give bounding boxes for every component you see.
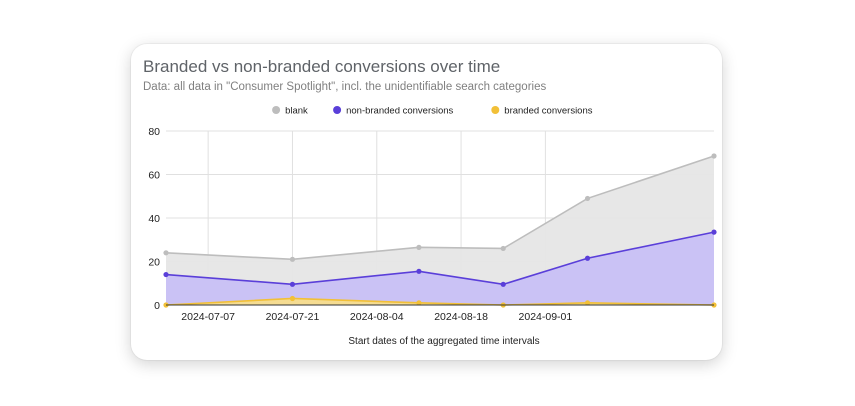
y-tick-label: 40	[148, 213, 160, 225]
x-tick-label: 2024-07-07	[181, 311, 235, 323]
legend-label: non-branded conversions	[346, 106, 453, 117]
legend-marker	[272, 106, 281, 114]
legend-marker	[491, 106, 500, 114]
data-point	[584, 255, 591, 261]
data-point	[163, 271, 169, 278]
data-point	[416, 300, 422, 306]
data-point	[289, 281, 296, 287]
series-area-1	[166, 232, 714, 305]
x-tick-label: 2024-08-18	[434, 311, 488, 323]
data-point	[711, 229, 717, 235]
legend-label: blank	[285, 106, 308, 117]
data-point	[289, 295, 296, 302]
x-axis-title: Start dates of the aggregated time inter…	[348, 336, 539, 347]
series-line-2	[165, 297, 715, 306]
y-tick-label: 20	[148, 257, 160, 269]
chart-subtitle: Data: all data in "Consumer Spotlight", …	[143, 81, 547, 93]
legend-marker	[333, 106, 342, 114]
x-tick-label: 2024-07-21	[266, 311, 320, 323]
data-point	[500, 245, 506, 252]
series-line-0	[165, 155, 715, 261]
data-point	[416, 268, 422, 274]
data-point	[500, 281, 506, 287]
series-line-1	[165, 231, 715, 286]
y-tick-label: 60	[148, 170, 160, 182]
y-tick-label: 80	[148, 126, 160, 138]
data-point	[584, 300, 591, 306]
x-tick-label: 2024-08-04	[350, 311, 404, 323]
x-tick-label: 2024-09-01	[519, 311, 573, 323]
data-point	[416, 244, 422, 250]
y-tick-label: 0	[154, 300, 160, 312]
chart-card: Branded vs non-branded conversions over …	[131, 44, 722, 360]
data-point	[289, 256, 296, 262]
chart-plot: 0 20 40 60 80 2024-07-07 2024-07-21 2024-08-04 2…	[148, 106, 717, 347]
data-point	[711, 153, 717, 159]
data-point	[584, 195, 591, 202]
data-point	[163, 250, 169, 256]
chart-title: Branded vs non-branded conversions over …	[143, 57, 501, 76]
legend-label: branded conversions	[504, 106, 592, 117]
